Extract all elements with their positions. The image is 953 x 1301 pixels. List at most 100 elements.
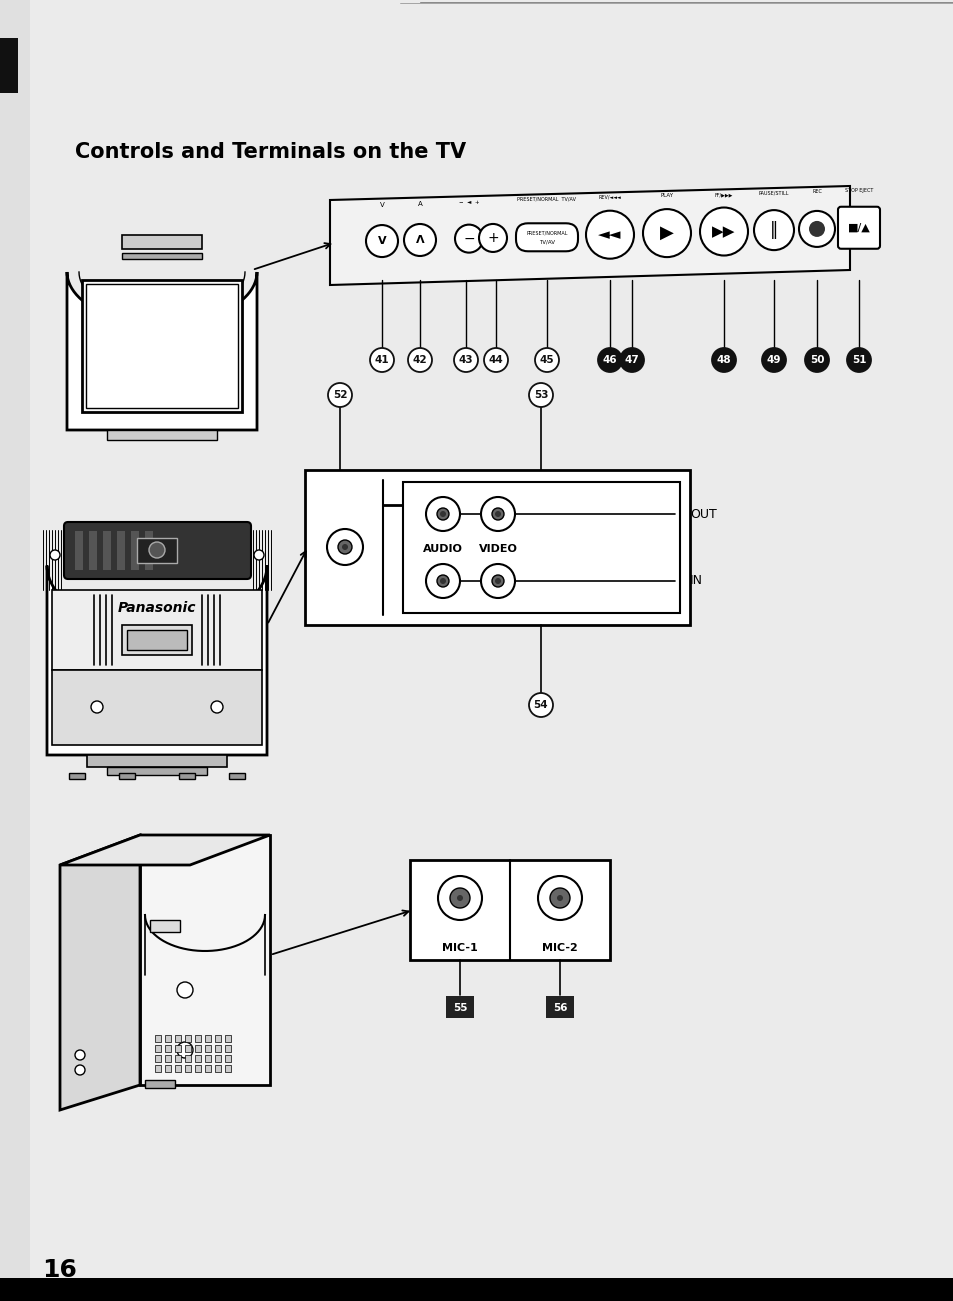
Polygon shape [67, 272, 256, 431]
Bar [174, 1045, 181, 1053]
Circle shape [366, 225, 397, 258]
Text: 45: 45 [539, 355, 554, 366]
Text: 47: 47 [624, 355, 639, 366]
Text: 42: 42 [413, 355, 427, 366]
Circle shape [426, 565, 459, 598]
Circle shape [804, 347, 828, 372]
Circle shape [799, 211, 834, 247]
Bar [0, 1278, 953, 1301]
Circle shape [711, 347, 735, 372]
Text: PAUSE/STILL: PAUSE/STILL [758, 190, 788, 195]
Circle shape [550, 889, 569, 908]
Text: Λ: Λ [416, 235, 424, 245]
Text: A: A [417, 200, 422, 207]
Bar [165, 1066, 171, 1072]
Circle shape [455, 225, 482, 252]
Text: Controls and Terminals on the TV: Controls and Terminals on the TV [75, 142, 466, 163]
Text: OUT: OUT [689, 507, 716, 520]
Circle shape [753, 211, 793, 250]
Text: 48: 48 [716, 355, 731, 366]
Circle shape [341, 544, 348, 550]
Circle shape [846, 347, 870, 372]
Circle shape [495, 578, 500, 584]
Bar [52, 589, 262, 670]
Circle shape [408, 347, 432, 372]
Bar [185, 1045, 191, 1053]
Circle shape [535, 347, 558, 372]
Bar [205, 1055, 211, 1062]
Bar [154, 1055, 161, 1062]
Text: 44: 44 [488, 355, 503, 366]
Bar [214, 1066, 221, 1072]
Bar [205, 1045, 211, 1053]
Circle shape [211, 701, 223, 713]
Bar [214, 1055, 221, 1062]
Bar [150, 920, 180, 932]
Bar [131, 531, 139, 570]
Bar [145, 1080, 174, 1088]
Circle shape [439, 511, 446, 516]
Circle shape [439, 578, 446, 584]
Text: 54: 54 [533, 700, 548, 710]
Bar [179, 773, 194, 779]
Circle shape [328, 382, 352, 407]
Text: ‖: ‖ [769, 221, 778, 239]
Circle shape [177, 1042, 193, 1058]
Circle shape [75, 1050, 85, 1060]
Circle shape [619, 347, 643, 372]
Circle shape [480, 565, 515, 598]
Text: 49: 49 [766, 355, 781, 366]
Bar [194, 1045, 201, 1053]
Bar [185, 1066, 191, 1072]
Circle shape [370, 347, 394, 372]
Circle shape [761, 347, 785, 372]
Text: 55: 55 [453, 1003, 467, 1013]
Circle shape [337, 540, 352, 554]
Bar [69, 773, 85, 779]
Text: STOP EJECT: STOP EJECT [844, 189, 872, 194]
Circle shape [436, 575, 449, 587]
Text: 46: 46 [602, 355, 617, 366]
Bar [225, 1066, 231, 1072]
Bar [154, 1045, 161, 1053]
Bar [194, 1055, 201, 1062]
Bar [117, 531, 125, 570]
Bar [52, 670, 262, 745]
Bar [122, 252, 202, 259]
FancyBboxPatch shape [516, 224, 578, 251]
Text: ■/▲: ■/▲ [846, 222, 869, 233]
Text: REC: REC [811, 190, 821, 194]
Bar [82, 280, 242, 412]
Text: TV/AV: TV/AV [538, 239, 555, 245]
Text: −  ◄  +: − ◄ + [458, 200, 478, 204]
Circle shape [537, 876, 581, 920]
Text: V: V [379, 202, 384, 208]
Text: 52: 52 [333, 390, 347, 399]
Polygon shape [60, 835, 140, 1110]
Circle shape [700, 208, 747, 255]
Circle shape [50, 550, 60, 559]
Bar [119, 773, 135, 779]
Text: 16: 16 [42, 1258, 77, 1281]
Bar [122, 624, 192, 654]
Bar [225, 1036, 231, 1042]
Text: REV/◄◄◄: REV/◄◄◄ [598, 195, 620, 200]
Text: −: − [463, 232, 475, 246]
Bar [410, 860, 609, 960]
Text: V: V [377, 235, 386, 246]
Bar [154, 1066, 161, 1072]
Bar [107, 768, 207, 775]
Bar [137, 539, 177, 563]
Text: 43: 43 [458, 355, 473, 366]
Text: FF/▶▶▶: FF/▶▶▶ [714, 191, 733, 196]
Polygon shape [60, 835, 270, 865]
Circle shape [478, 224, 506, 252]
Bar [174, 1066, 181, 1072]
Bar [205, 1066, 211, 1072]
Bar [545, 997, 574, 1017]
Polygon shape [47, 566, 267, 755]
Text: VIDEO: VIDEO [478, 544, 517, 554]
Bar [165, 1036, 171, 1042]
Polygon shape [330, 186, 849, 285]
Circle shape [454, 347, 477, 372]
